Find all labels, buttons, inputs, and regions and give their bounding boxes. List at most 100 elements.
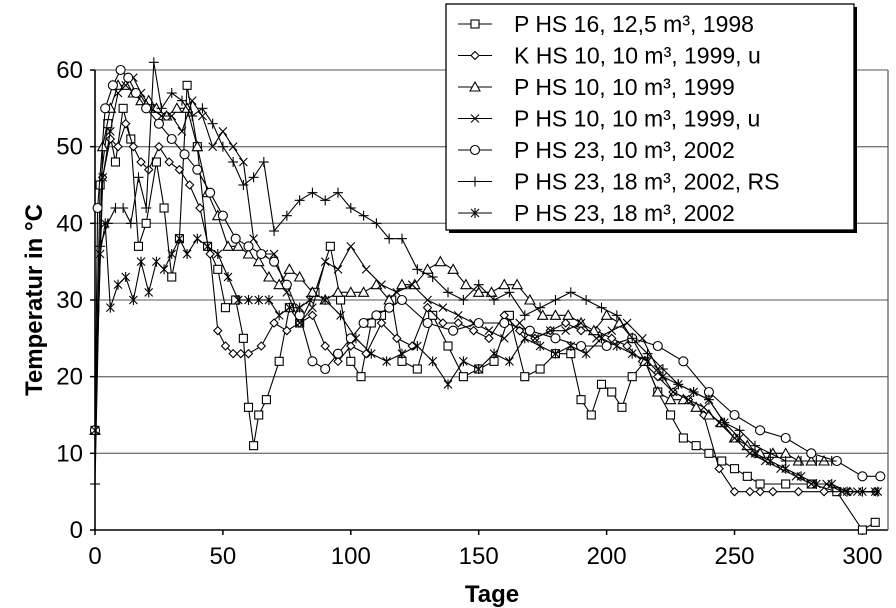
data-point — [167, 249, 177, 259]
data-point — [458, 356, 468, 367]
data-point — [643, 356, 652, 367]
data-point — [504, 287, 515, 298]
data-point — [397, 348, 407, 359]
data-point — [154, 141, 164, 152]
data-point — [600, 309, 613, 320]
data-point — [361, 348, 371, 359]
legend-label: P HS 23, 10 m³, 2002 — [514, 137, 735, 163]
data-point — [473, 279, 484, 290]
data-point — [192, 233, 202, 244]
data-point — [281, 279, 292, 290]
data-point — [530, 333, 540, 343]
data-point — [346, 241, 356, 251]
data-point — [351, 333, 361, 344]
data-point — [396, 294, 408, 306]
data-point — [842, 486, 852, 497]
data-point — [673, 379, 683, 390]
y-axis-label: Temperatur in °C — [21, 204, 48, 396]
data-point — [238, 180, 249, 190]
data-point — [307, 187, 318, 198]
data-point — [549, 309, 562, 320]
data-point — [745, 486, 755, 497]
data-point — [187, 96, 197, 106]
legend-entry: P HS 10, 10 m³, 1999, u — [458, 106, 760, 132]
legend-entry: P HS 23, 18 m³, 2002 — [458, 200, 735, 226]
data-point — [333, 264, 343, 274]
data-point — [704, 448, 714, 458]
data-point — [684, 395, 693, 405]
data-point — [601, 340, 612, 352]
data-point — [213, 249, 223, 259]
data-point — [551, 348, 560, 359]
data-point — [159, 203, 169, 213]
data-point — [606, 333, 617, 344]
legend-label: K HS 10, 10 m³, 1999, u — [514, 43, 761, 69]
data-point — [396, 278, 408, 290]
data-point — [243, 241, 254, 252]
data-point — [320, 295, 330, 305]
x-tick-label: 0 — [88, 543, 101, 570]
data-point — [258, 157, 269, 167]
data-point — [428, 310, 438, 320]
data-point — [535, 341, 545, 351]
data-point — [627, 372, 637, 382]
data-point — [133, 241, 144, 251]
data-point — [690, 401, 703, 412]
data-point — [458, 372, 468, 382]
data-point — [264, 295, 274, 305]
data-point — [796, 456, 807, 466]
data-point — [735, 433, 745, 443]
data-point — [254, 295, 264, 305]
data-point — [207, 118, 218, 129]
data-point — [218, 126, 228, 136]
data-point — [95, 249, 105, 259]
data-point — [305, 295, 315, 305]
data-point — [412, 264, 423, 275]
data-point — [407, 280, 417, 290]
data-point — [750, 448, 760, 459]
data-point — [545, 326, 555, 336]
data-point — [652, 371, 663, 382]
data-point — [691, 441, 701, 451]
data-point — [281, 210, 292, 221]
data-point — [325, 241, 335, 251]
data-point — [651, 385, 664, 397]
data-point — [248, 172, 259, 183]
data-point — [295, 302, 305, 313]
data-point — [562, 309, 575, 320]
legend-entry: P HS 23, 18 m³, 2002, RS — [458, 169, 780, 195]
data-point — [282, 325, 292, 336]
data-point — [208, 142, 218, 152]
data-point — [230, 233, 241, 244]
data-point — [811, 456, 822, 466]
data-point — [678, 433, 688, 443]
y-tick-label: 0 — [70, 517, 83, 544]
data-point — [346, 356, 356, 366]
data-point — [412, 341, 422, 351]
legend-marker — [470, 114, 480, 123]
data-point — [136, 256, 146, 267]
data-point — [428, 356, 438, 367]
data-point — [125, 218, 136, 229]
data-point — [159, 264, 169, 275]
data-point — [293, 270, 306, 282]
data-point — [220, 303, 231, 313]
data-point — [370, 278, 383, 290]
data-point — [166, 133, 177, 145]
data-point — [223, 272, 233, 282]
data-point — [607, 326, 617, 336]
data-point — [123, 72, 134, 83]
data-point — [438, 303, 448, 313]
data-point — [164, 157, 174, 167]
data-point — [448, 325, 459, 336]
data-point — [184, 180, 195, 190]
legend-label: P HS 23, 18 m³, 2002 — [514, 200, 735, 226]
data-point — [793, 486, 804, 497]
data-point — [306, 286, 319, 297]
data-point — [197, 103, 208, 114]
data-point — [320, 363, 331, 375]
data-point — [611, 310, 622, 321]
data-point — [269, 256, 280, 267]
data-point — [576, 318, 586, 328]
data-point — [422, 302, 433, 313]
